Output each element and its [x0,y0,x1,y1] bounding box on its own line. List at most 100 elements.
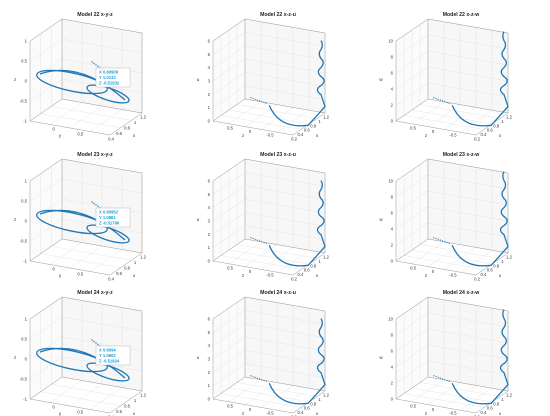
datatip-box[interactable] [95,67,131,88]
grid-line [244,85,326,100]
z-tick-label: 5 [208,52,211,57]
axis-edge [427,376,509,392]
chart-title: Model 23 x-z-u [260,152,296,158]
grid-line [212,336,246,360]
x-tick-label: 0.8 [493,263,499,268]
axis-edge [61,238,143,254]
z-tick-label: 10 [388,317,393,322]
x-tick-label: 1.2 [140,255,146,260]
grid-line [395,66,429,90]
z-tick-label: 6 [208,317,211,322]
grid-line [212,172,246,195]
grid-line [212,323,246,346]
trajectory-point [254,98,256,100]
trajectory-point [250,97,252,99]
datatip-z: Z -0.51932 [99,81,120,86]
datatip-y: Y 1.0132 [99,75,116,80]
axis-edge [61,158,143,174]
trajectory-point [263,379,265,382]
axis-edge [427,98,509,114]
y-tick-label: 0 [52,127,55,132]
trajectory-point [261,241,263,243]
axis-edge [427,296,509,312]
axis-edge [244,158,326,174]
axis-edge [29,98,63,122]
datatip-x: X 0.6094 [99,348,116,353]
z-tick-label: 3 [208,219,211,224]
z-tick-label: 8 [391,55,394,60]
y-tick-label: 0 [249,129,252,134]
datatip-x: X 0.60952 [99,210,119,215]
axis-edge [212,98,246,122]
trajectory-point [97,343,99,346]
grid-line [427,34,509,50]
grid-line [236,104,318,119]
y-tick-label: 0.5 [227,126,233,131]
trajectory-curve [451,31,509,127]
trajectory-point [442,378,444,380]
y-tick-label: 0.5 [77,271,83,276]
z-tick-label: 2 [208,92,211,97]
y-tick-label: -0.5 [266,411,274,416]
axis-edge [427,158,509,174]
z-tick-label: 10 [388,39,393,44]
grid-line [212,58,246,82]
trajectory-point [256,377,258,379]
z-axis-label: w [379,217,383,222]
datatip-box[interactable] [95,345,131,366]
y-tick-label: 0 [432,269,435,274]
axis-edge [29,158,63,182]
axis-edge [395,120,477,136]
grid-line [427,360,509,376]
grid-line [40,113,121,128]
grid-line [69,245,103,269]
grid-line [29,38,63,62]
x-tick-label: 1.2 [506,115,512,120]
x-axis-label: x [499,133,502,138]
x-tick-label: 1.2 [140,393,146,398]
x-tick-label: 0.6 [304,128,310,133]
grid-line [419,244,501,259]
x-tick-label: 0.2 [474,277,480,282]
trajectory-point [261,379,263,381]
trajectory-point [433,375,435,377]
grid-line [395,206,429,230]
z-tick-label: 2 [208,232,211,237]
trajectory-point [435,97,437,100]
trajectory-curve [39,209,126,241]
y-axis-label: z [242,133,245,138]
z-tick-label: -0.5 [20,239,28,244]
y-tick-label: -0.5 [449,133,457,138]
datatip-box[interactable] [95,207,131,228]
datatip-z: Z -0.51824 [99,359,120,364]
grid-line [244,45,326,60]
chart-title: Model 24 x-y-z [77,290,113,296]
z-tick-label: 0 [208,259,211,264]
grid-line [49,242,83,265]
y-axis-label: z [425,273,428,278]
x-axis-label: x [316,273,319,278]
grid-line [89,109,123,132]
trajectory-point [265,380,267,382]
trajectory-point [252,97,254,100]
grid-line [29,356,63,380]
axis-edge [395,398,477,414]
trajectory-point [254,238,256,240]
x-tick-label: 0.4 [108,137,114,142]
x-tick-label: 0.6 [487,128,493,133]
trajectory-loop [36,209,108,235]
grid-line [427,190,509,206]
grid-line [29,316,63,340]
y-tick-label: 0 [432,129,435,134]
z-axis-label: u [197,77,200,82]
grid-line [228,387,310,403]
trajectory-point [252,375,254,378]
back-wall [428,297,508,391]
z-tick-label: 4 [391,365,394,370]
z-tick-label: 3 [208,357,211,362]
chart-title: Model 24 x-z-w [443,290,481,296]
grid-line [427,66,509,82]
z-tick-label: -1 [23,259,27,264]
grid-line [51,106,132,121]
